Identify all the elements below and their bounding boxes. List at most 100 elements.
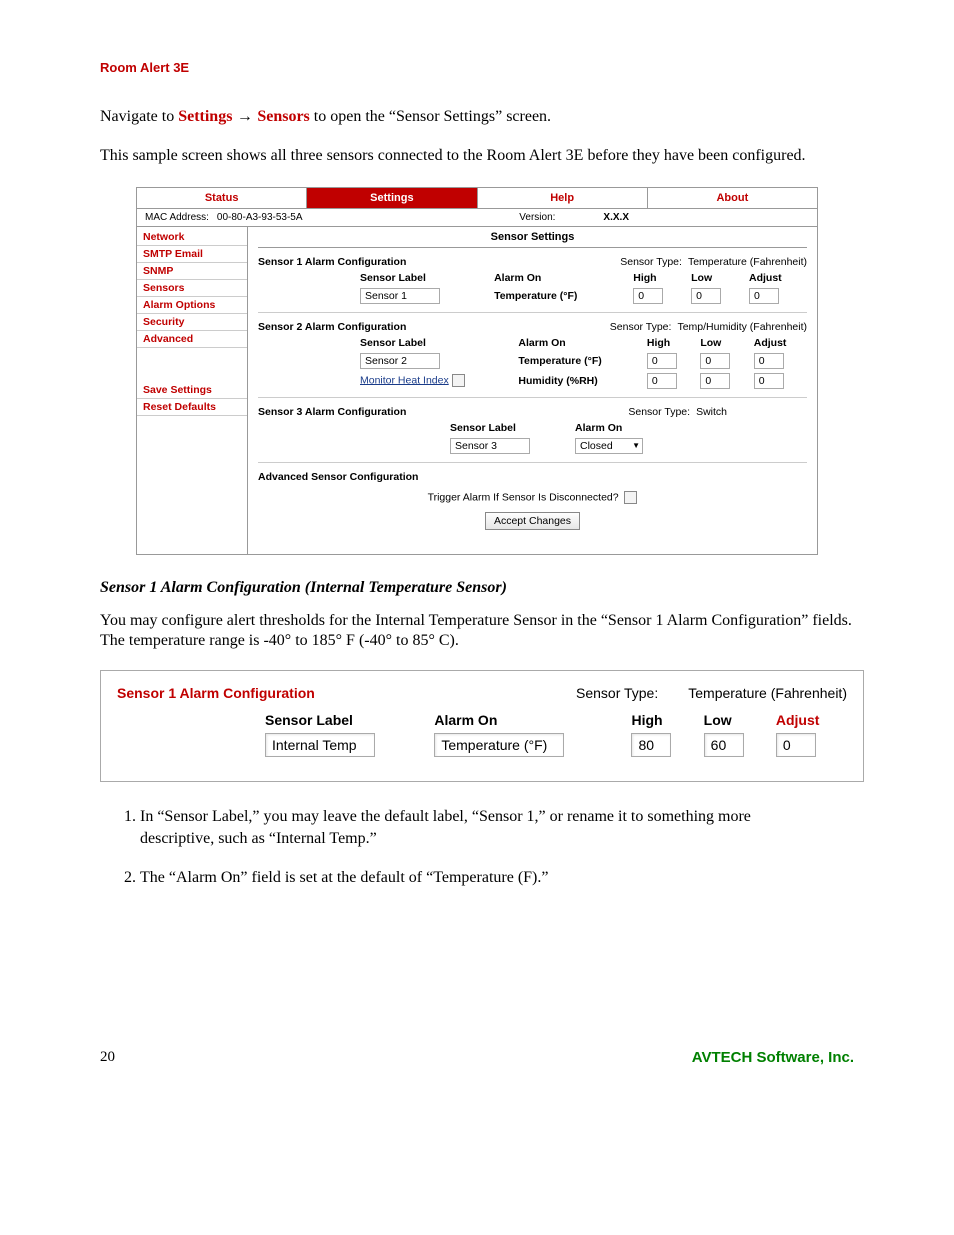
version-label: Version: [519,212,555,223]
intro1-b: to open the “Sensor Settings” screen. [310,108,551,125]
sidebar-item-security[interactable]: Security [137,314,247,331]
zoom-alarmon-input[interactable]: Temperature (°F) [434,733,564,757]
sidebar-item-alarm-options[interactable]: Alarm Options [137,297,247,314]
s2-high-2[interactable]: 0 [647,373,677,389]
col-alarmon: Alarm On [571,420,679,436]
col-high: High [643,335,696,351]
top-nav: Status Settings Help About [137,188,817,209]
sidebar-item-reset[interactable]: Reset Defaults [137,399,247,416]
accept-changes-button[interactable]: Accept Changes [485,512,580,530]
tab-settings[interactable]: Settings [307,188,477,208]
col-low: Low [696,335,749,351]
s2-high-1[interactable]: 0 [647,353,677,369]
s2-adjust-1[interactable]: 0 [754,353,784,369]
advanced-block: Advanced Sensor Configuration Trigger Al… [258,471,807,544]
col-label: Sensor Label [446,420,571,436]
product-title: Room Alert 3E [100,60,854,75]
s2-type-value: Temp/Humidity (Fahrenheit) [677,321,807,333]
zoom-type-value: Temperature (Fahrenheit) [688,685,847,701]
s1-label-input[interactable]: Sensor 1 [360,288,440,304]
s2-adjust-2[interactable]: 0 [754,373,784,389]
s1-alarmon: Temperature (°F) [494,290,577,302]
instruction-1: In “Sensor Label,” you may leave the def… [140,806,814,849]
zcol-label: Sensor Label [259,709,428,731]
intro-paragraph-1: Navigate to Settings → Sensors to open t… [100,107,854,128]
col-adjust: Adjust [750,335,807,351]
instruction-2: The “Alarm On” field is set at the defau… [140,867,814,889]
adv-trigger-checkbox[interactable] [624,491,637,504]
zoom-low-input[interactable]: 60 [704,733,744,757]
tab-help[interactable]: Help [478,188,648,208]
s3-alarmon-value: Closed [580,440,613,452]
s3-alarmon-select[interactable]: Closed ▼ [575,438,643,454]
sensor-settings-screenshot: Status Settings Help About MAC Address: … [136,187,818,555]
intro1-a: Navigate to [100,108,178,125]
s2-heatindex-link[interactable]: Monitor Heat Index [360,374,449,386]
nav-arrow: → [232,108,257,125]
zoom-label-input[interactable]: Internal Temp [265,733,375,757]
sidebar: Network SMTP Email SNMP Sensors Alarm Op… [137,227,248,554]
s1-high-input[interactable]: 0 [633,288,663,304]
s2-heatindex-checkbox[interactable] [452,374,465,387]
s2-alarmon-2: Humidity (%RH) [518,375,597,387]
s3-type-value: Switch [696,406,727,418]
sensor2-block: Sensor 2 Alarm Configuration Sensor Type… [258,321,807,398]
sensor3-block: Sensor 3 Alarm Configuration Sensor Type… [258,406,807,463]
mac-label: MAC Address: [145,212,209,223]
s1-type-value: Temperature (Fahrenheit) [688,256,807,268]
tab-about[interactable]: About [648,188,817,208]
subheading: Sensor 1 Alarm Configuration (Internal T… [100,579,854,597]
nav-sensors-text: Sensors [257,108,309,125]
tab-status[interactable]: Status [137,188,307,208]
s3-label-input[interactable]: Sensor 3 [450,438,530,454]
adv-trigger-label: Trigger Alarm If Sensor Is Disconnected? [428,491,619,503]
zoom-title: Sensor 1 Alarm Configuration [117,685,576,701]
zcol-low: Low [698,709,770,731]
sidebar-spacer [137,348,247,382]
chevron-down-icon: ▼ [632,441,640,450]
sidebar-item-sensors[interactable]: Sensors [137,280,247,297]
col-label: Sensor Label [356,270,490,286]
sidebar-item-smtp[interactable]: SMTP Email [137,246,247,263]
s1-low-input[interactable]: 0 [691,288,721,304]
s2-type-label: Sensor Type: [610,321,672,333]
s2-low-1[interactable]: 0 [700,353,730,369]
zoom-type-label: Sensor Type: [576,685,658,701]
nav-settings-text: Settings [178,108,232,125]
col-label: Sensor Label [356,335,514,351]
zoom-adjust-input[interactable]: 0 [776,733,816,757]
version-value: X.X.X [603,212,629,223]
s1-title: Sensor 1 Alarm Configuration [258,256,620,268]
s2-title: Sensor 2 Alarm Configuration [258,321,610,333]
sensor1-block: Sensor 1 Alarm Configuration Sensor Type… [258,256,807,313]
s2-label-input[interactable]: Sensor 2 [360,353,440,369]
section-title: Sensor Settings [258,227,807,248]
col-alarmon: Alarm On [490,270,629,286]
s1-adjust-input[interactable]: 0 [749,288,779,304]
instructions-list: In “Sensor Label,” you may leave the def… [130,806,854,889]
s3-type-label: Sensor Type: [628,406,690,418]
col-alarmon: Alarm On [514,335,642,351]
col-low: Low [687,270,745,286]
s2-alarmon-1: Temperature (°F) [518,355,601,367]
zcol-adjust: Adjust [770,709,847,731]
zcol-alarmon: Alarm On [428,709,625,731]
mac-value: 00-80-A3-93-53-5A [217,212,303,223]
s3-title: Sensor 3 Alarm Configuration [258,406,628,418]
sidebar-item-snmp[interactable]: SNMP [137,263,247,280]
zoom-high-input[interactable]: 80 [631,733,671,757]
col-high: High [629,270,687,286]
col-adjust: Adjust [745,270,807,286]
header-line: MAC Address: 00-80-A3-93-53-5A Version: … [137,209,817,227]
page-footer: 20 AVTECH Software, Inc. [100,1049,854,1066]
content-area: Sensor Settings Sensor 1 Alarm Configura… [248,227,817,554]
s2-low-2[interactable]: 0 [700,373,730,389]
sidebar-item-advanced[interactable]: Advanced [137,331,247,348]
zcol-high: High [625,709,697,731]
s1-type-label: Sensor Type: [620,256,682,268]
sidebar-item-save[interactable]: Save Settings [137,382,247,399]
body-paragraph-2: You may configure alert thresholds for t… [100,611,854,653]
sidebar-item-network[interactable]: Network [137,229,247,246]
intro-paragraph-2: This sample screen shows all three senso… [100,146,854,167]
adv-title: Advanced Sensor Configuration [258,471,807,483]
